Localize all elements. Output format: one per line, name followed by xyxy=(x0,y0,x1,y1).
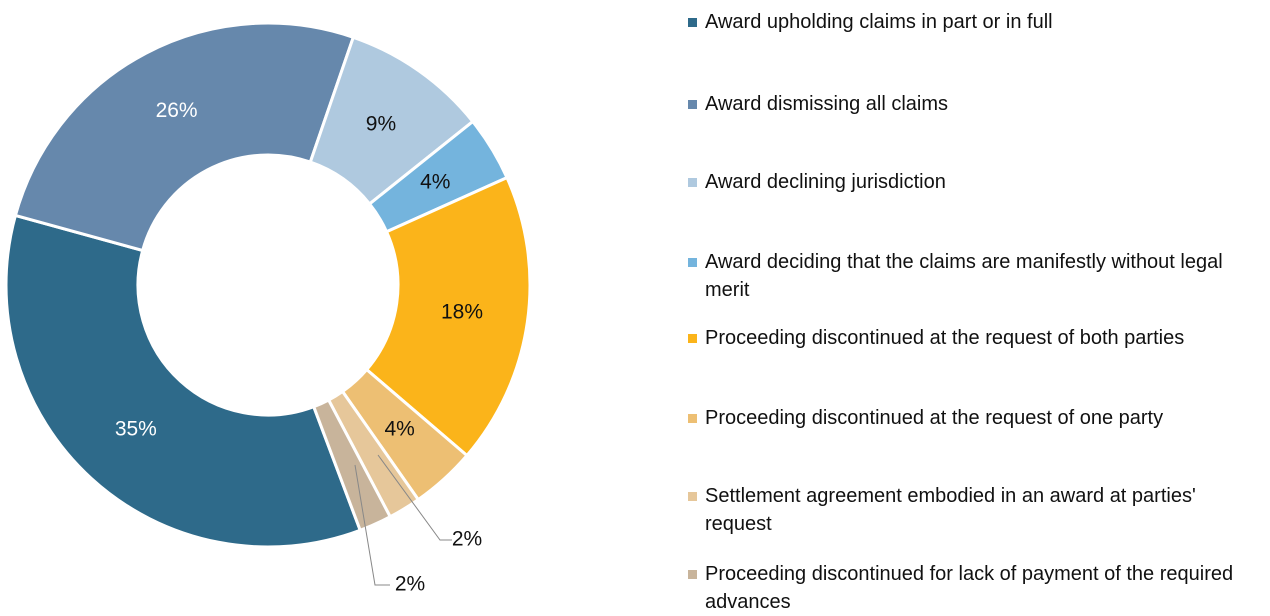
leader-line xyxy=(377,454,452,541)
legend-label: Award declining jurisdiction xyxy=(705,171,946,193)
legend-item: Award dismissing all claims xyxy=(688,90,1248,118)
legend-label: Award dismissing all claims xyxy=(705,93,949,115)
legend-item: Settlement agreement embodied in an awar… xyxy=(688,482,1248,538)
donut: 35% 26% 9% 4% 18% 4% 2% 2% xyxy=(4,21,532,596)
legend-swatch xyxy=(688,414,697,423)
legend-swatch xyxy=(688,178,697,187)
legend-item: Proceeding discontinued at the request o… xyxy=(688,324,1248,352)
leader-line xyxy=(354,464,390,586)
legend-swatch xyxy=(688,334,697,343)
data-label: 2% xyxy=(452,528,482,551)
legend-label: Proceeding discontinued for lack of paym… xyxy=(705,563,1234,613)
legend-item: Proceeding discontinued for lack of paym… xyxy=(688,560,1248,616)
legend-item: Proceeding discontinued at the request o… xyxy=(688,404,1248,432)
legend-item: Award declining jurisdiction xyxy=(688,168,1248,196)
data-label: 9% xyxy=(366,112,396,135)
data-label: 18% xyxy=(441,301,483,324)
legend-swatch xyxy=(688,492,697,501)
legend-label: Award upholding claims in part or in ful… xyxy=(705,11,1053,33)
legend-swatch xyxy=(688,570,697,579)
data-label: 4% xyxy=(384,418,414,441)
slice xyxy=(311,397,393,533)
legend-label: Proceeding discontinued at the request o… xyxy=(705,327,1185,349)
legend-label: Award deciding that the claims are manif… xyxy=(705,251,1223,301)
slice xyxy=(13,21,356,253)
legend-swatch xyxy=(688,258,697,267)
data-label: 26% xyxy=(156,99,198,122)
legend-item: Award upholding claims in part or in ful… xyxy=(688,8,1248,36)
legend-item: Award deciding that the claims are manif… xyxy=(688,248,1248,304)
data-label: 2% xyxy=(395,573,425,596)
slice xyxy=(4,213,363,549)
legend-swatch xyxy=(688,18,697,27)
data-label: 4% xyxy=(420,170,450,193)
legend-label: Settlement agreement embodied in an awar… xyxy=(705,485,1196,535)
data-label: 35% xyxy=(115,417,157,440)
legend-swatch xyxy=(688,100,697,109)
legend-label: Proceeding discontinued at the request o… xyxy=(705,407,1164,429)
slice xyxy=(364,175,532,458)
